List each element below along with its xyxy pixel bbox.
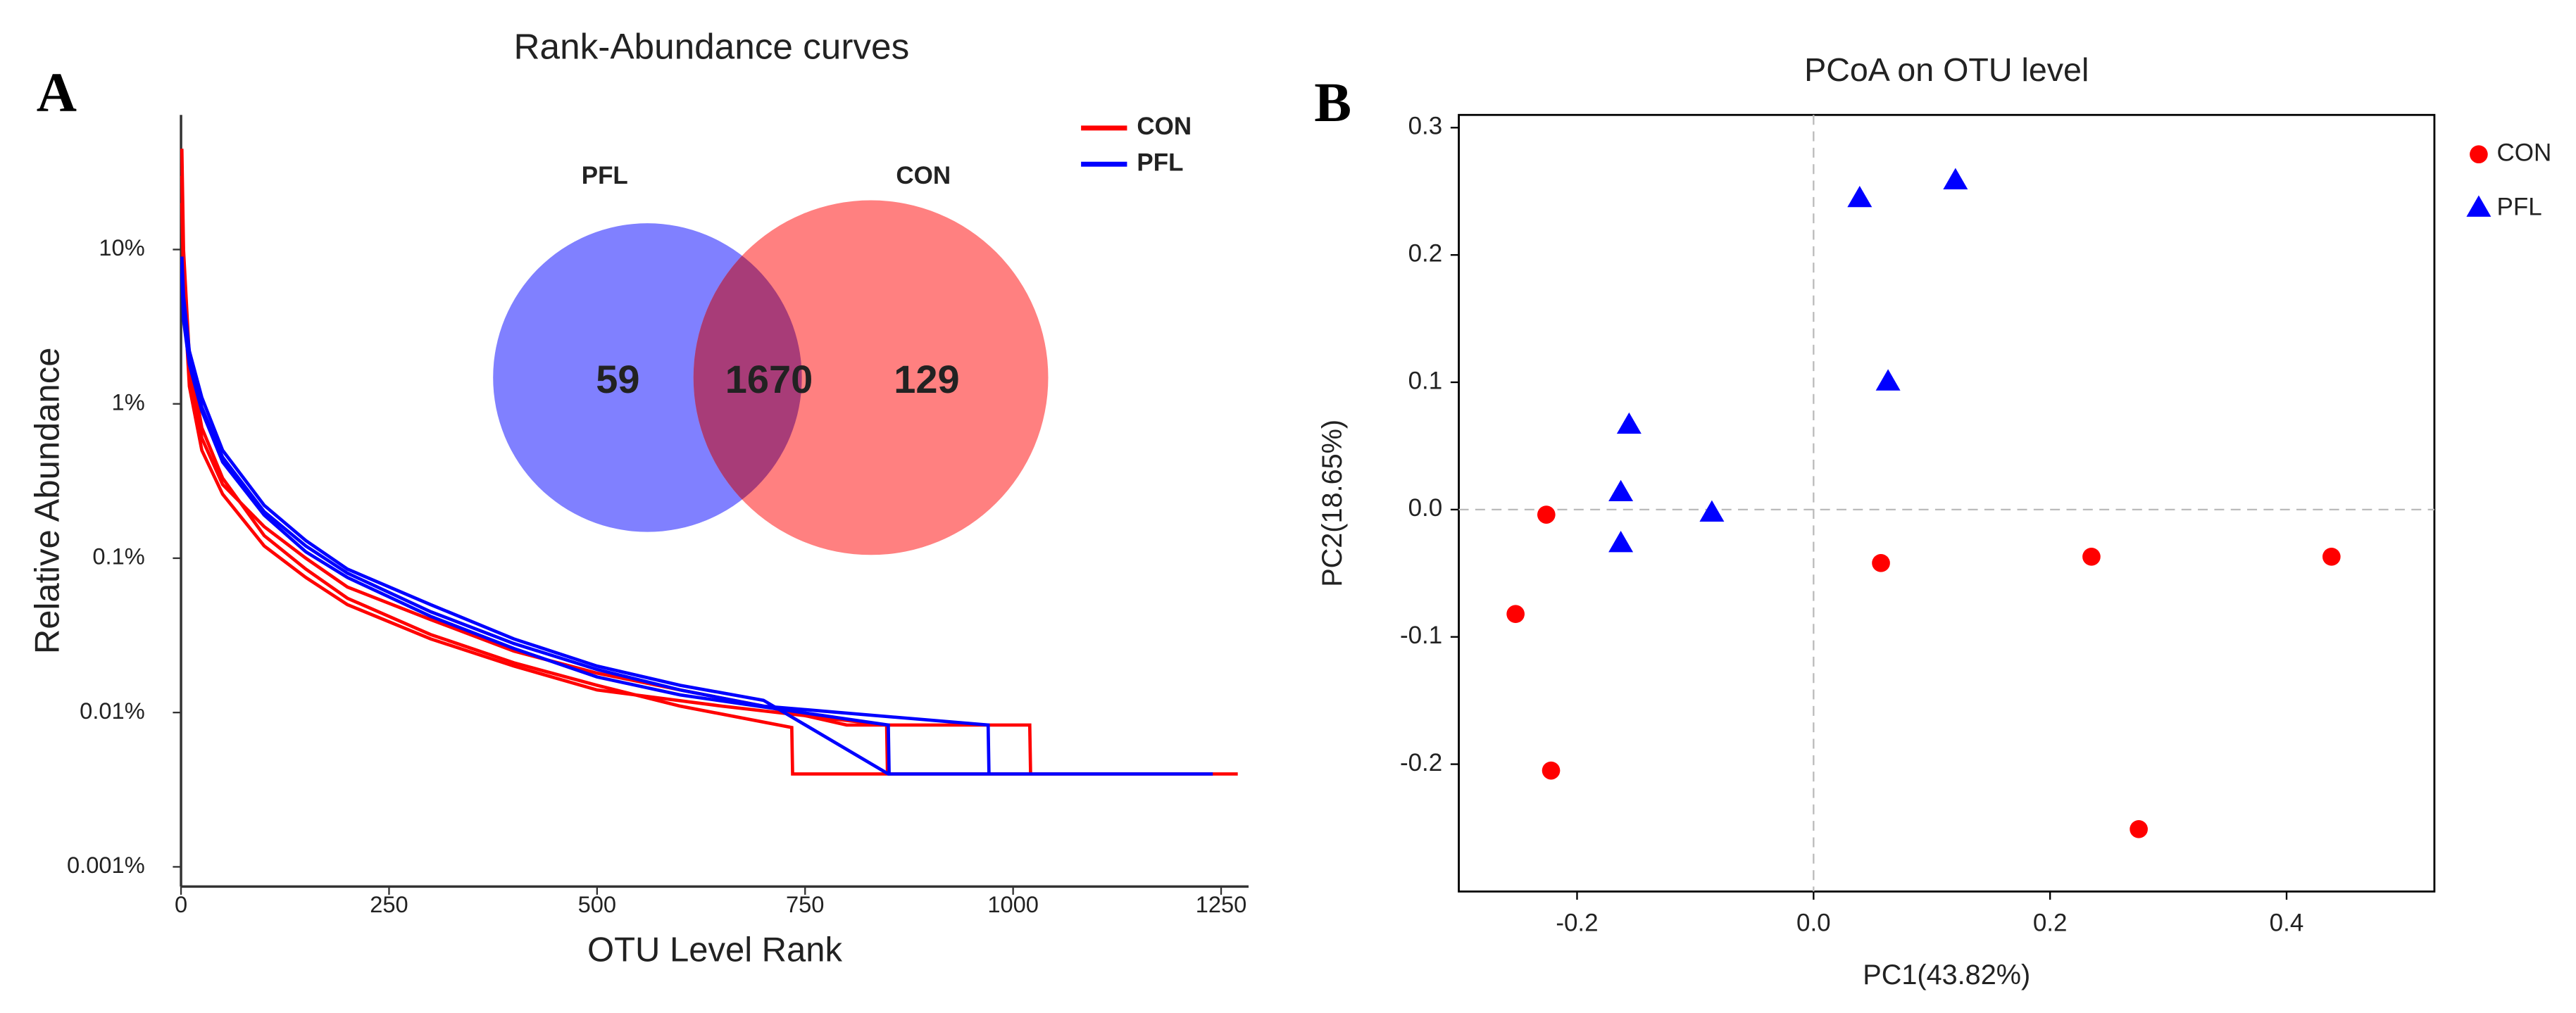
y-tick-label: -0.2 [1400, 749, 1442, 776]
plot-frame [1458, 113, 2436, 893]
x-tick-label: 0.2 [2033, 909, 2068, 936]
legend-marker [2470, 145, 2488, 164]
abundance-curve [180, 273, 891, 774]
data-point [1699, 500, 1725, 522]
x-tick-label: 250 [370, 891, 408, 917]
x-tick-label: 0.4 [2270, 909, 2304, 936]
panel-label: B [1314, 72, 1351, 134]
venn-count: 1670 [725, 357, 813, 401]
legend-label: CON [1137, 113, 1192, 140]
x-tick-label: 1250 [1196, 891, 1247, 917]
abundance-curve [180, 256, 1213, 776]
data-point [1542, 761, 1561, 780]
data-point [1872, 554, 1890, 572]
legend-label: PFL [2497, 193, 2542, 220]
x-tick-label: -0.2 [1556, 909, 1598, 936]
data-point [1875, 369, 1901, 391]
y-axis-label: Relative Abundance [28, 348, 66, 655]
y-tick-label: 0.0 [1408, 494, 1443, 522]
legend-label: CON [2497, 139, 2552, 166]
data-point [1608, 479, 1634, 502]
venn-set-label: CON [896, 162, 951, 189]
y-tick-label: 0.1 [1408, 367, 1443, 394]
venn-count: 129 [894, 357, 959, 401]
y-tick-label: 0.1% [92, 543, 144, 570]
y-tick-label: 0.01% [80, 698, 145, 724]
chart-title: Rank-Abundance curves [514, 27, 910, 67]
data-point [2082, 547, 2101, 566]
x-axis-label: OTU Level Rank [587, 931, 842, 969]
data-point [1943, 168, 1968, 189]
y-tick-label: 10% [99, 234, 144, 260]
data-point [1608, 531, 1634, 553]
data-point [1506, 605, 1525, 623]
data-point [1847, 185, 1872, 208]
venn-count: 59 [596, 357, 639, 401]
x-tick-label: 750 [786, 891, 824, 917]
y-axis-label: PC2(18.65%) [1317, 420, 1348, 587]
x-tick-label: 500 [578, 891, 616, 917]
venn-set-label: PFL [582, 162, 628, 189]
x-tick-label: 0 [175, 891, 187, 917]
y-tick-label: 1% [112, 389, 145, 415]
data-point [1616, 412, 1642, 434]
chart-title: PCoA on OTU level [1804, 51, 2089, 88]
x-axis-label: PC1(43.82%) [1863, 959, 2030, 990]
abundance-curve [180, 203, 889, 774]
data-point [2130, 819, 2148, 838]
y-tick-label: 0.3 [1408, 113, 1443, 140]
x-tick-label: 0.0 [1796, 909, 1831, 936]
y-tick-label: 0.2 [1408, 239, 1443, 267]
legend-label: PFL [1137, 149, 1183, 176]
x-tick-label: 1000 [987, 891, 1039, 917]
legend-marker [2466, 195, 2491, 217]
panel-label: A [37, 62, 77, 124]
venn-right [693, 200, 1049, 555]
y-tick-label: -0.1 [1400, 622, 1442, 649]
data-point [1537, 505, 1556, 524]
data-point [2322, 547, 2341, 566]
y-tick-label: 0.001% [67, 852, 145, 878]
